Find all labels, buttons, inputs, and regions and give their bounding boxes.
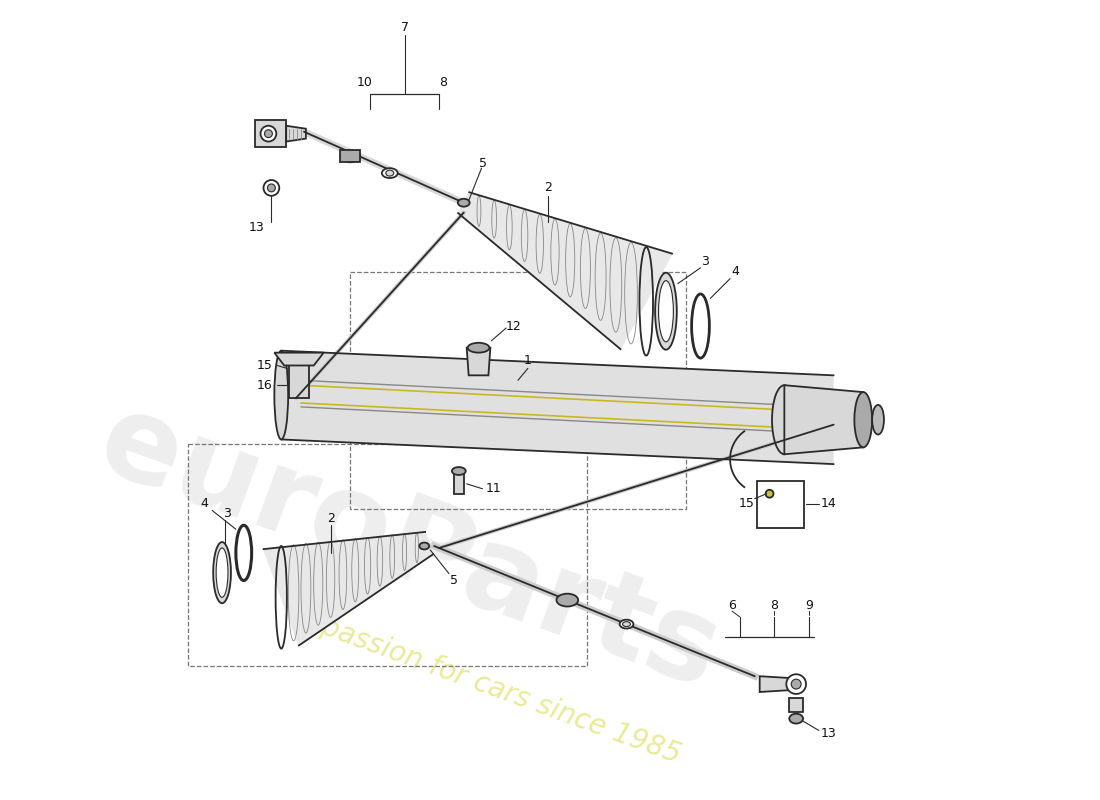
Polygon shape (254, 120, 286, 147)
Text: 6: 6 (728, 598, 736, 612)
Text: 3: 3 (702, 255, 710, 268)
Text: 1: 1 (524, 354, 531, 367)
Text: 2: 2 (543, 182, 551, 194)
Ellipse shape (786, 674, 806, 694)
Ellipse shape (382, 168, 397, 178)
Polygon shape (289, 361, 309, 398)
Ellipse shape (216, 548, 228, 598)
Text: 14: 14 (821, 497, 837, 510)
Polygon shape (282, 350, 834, 464)
Text: 4: 4 (200, 497, 208, 510)
Text: 8: 8 (439, 76, 447, 89)
Ellipse shape (261, 126, 276, 142)
Polygon shape (286, 126, 306, 142)
Text: 10: 10 (358, 76, 373, 89)
Text: euroParts: euroParts (84, 382, 735, 714)
Ellipse shape (264, 180, 279, 196)
Ellipse shape (264, 130, 273, 138)
Text: 4: 4 (732, 266, 739, 278)
Ellipse shape (340, 150, 360, 162)
Text: 15: 15 (739, 497, 755, 510)
Text: 2: 2 (327, 512, 334, 525)
Polygon shape (790, 698, 803, 712)
Ellipse shape (267, 184, 275, 192)
Ellipse shape (790, 714, 803, 723)
Text: 11: 11 (485, 482, 502, 495)
Polygon shape (340, 150, 360, 162)
Ellipse shape (419, 542, 429, 550)
Ellipse shape (623, 622, 630, 626)
Text: 13: 13 (821, 727, 837, 740)
Ellipse shape (458, 198, 470, 206)
Ellipse shape (619, 620, 634, 629)
Ellipse shape (468, 342, 490, 353)
Polygon shape (454, 471, 464, 494)
Ellipse shape (274, 350, 288, 439)
Polygon shape (274, 353, 323, 366)
Text: 5: 5 (450, 574, 458, 587)
Text: 5: 5 (480, 157, 487, 170)
Text: 16: 16 (256, 378, 273, 392)
Polygon shape (784, 386, 864, 454)
Text: 13: 13 (249, 221, 264, 234)
Ellipse shape (659, 281, 673, 342)
Ellipse shape (855, 392, 872, 447)
Polygon shape (458, 192, 672, 349)
Text: a passion for cars since 1985: a passion for cars since 1985 (293, 603, 684, 769)
Polygon shape (466, 348, 491, 375)
Ellipse shape (213, 542, 231, 603)
Ellipse shape (772, 386, 796, 454)
Ellipse shape (791, 679, 801, 689)
Ellipse shape (386, 170, 394, 176)
Ellipse shape (872, 405, 884, 434)
Text: 3: 3 (223, 507, 231, 520)
Polygon shape (264, 532, 433, 646)
Text: 8: 8 (770, 598, 779, 612)
Text: 9: 9 (805, 598, 813, 612)
Polygon shape (760, 676, 792, 692)
Text: 12: 12 (505, 319, 521, 333)
Ellipse shape (452, 467, 465, 475)
Ellipse shape (557, 594, 579, 606)
Ellipse shape (766, 490, 773, 498)
Text: 7: 7 (400, 21, 408, 34)
Text: 15: 15 (256, 359, 273, 372)
Ellipse shape (656, 273, 676, 350)
